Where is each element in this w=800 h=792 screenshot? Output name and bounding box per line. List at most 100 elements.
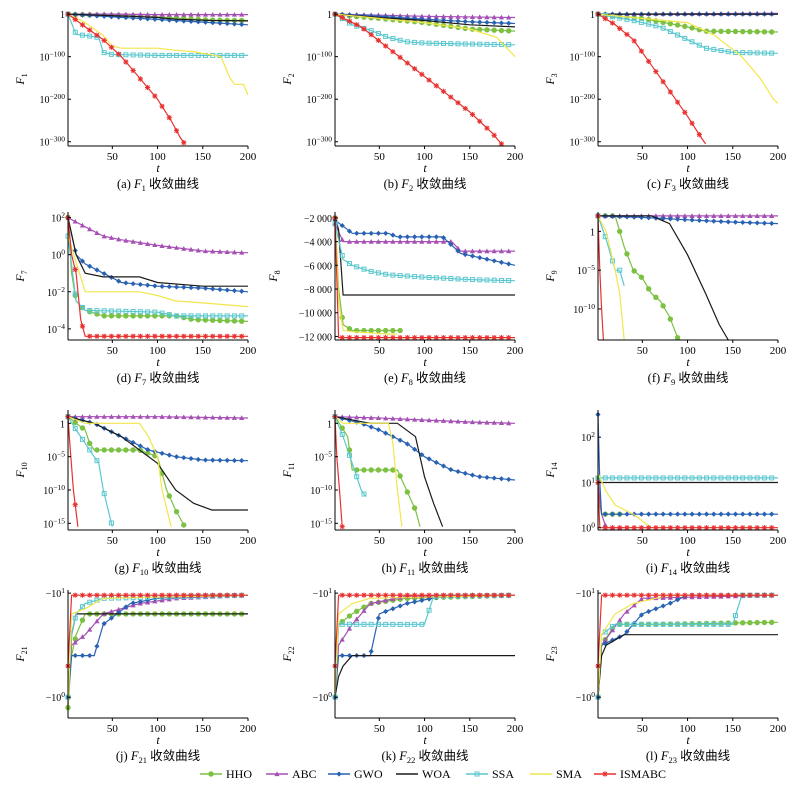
series-sma-line <box>67 13 249 96</box>
series-hho-marker <box>740 28 746 35</box>
series-abc-marker <box>361 608 367 613</box>
series-abc-marker <box>404 239 410 244</box>
y-tick-label: 10−300 <box>307 135 333 149</box>
series-gwo-marker <box>754 511 760 517</box>
legend-label: SSA <box>492 767 514 781</box>
panel-caption: (c) F3 收敛曲线 <box>647 176 730 193</box>
series-gwo-marker <box>210 20 216 26</box>
series-ismabc-marker <box>181 592 187 598</box>
series-ismabc-marker <box>231 592 238 598</box>
series-ssa-marker <box>653 475 659 481</box>
series-ssa-marker <box>696 621 702 627</box>
legend: HHO ABC GWO WOA SSA SMA ISMABC <box>200 767 666 781</box>
series-abc-marker <box>419 239 425 244</box>
series-hho-marker <box>667 20 674 27</box>
x-tick-label: 150 <box>462 535 479 547</box>
series-ssa-marker <box>339 252 345 258</box>
series-abc-marker <box>368 239 374 244</box>
x-tick-label: 50 <box>374 723 386 735</box>
series-gwo-marker <box>137 281 143 288</box>
series-ssa-marker <box>455 41 461 47</box>
series-abc-marker <box>217 11 223 17</box>
series-gwo-marker <box>660 511 666 517</box>
series-gwo-marker <box>123 436 129 442</box>
series-ismabc-marker <box>696 592 702 598</box>
series-gwo-marker <box>159 283 165 289</box>
series-ismabc-marker <box>195 592 201 598</box>
series-hho-marker <box>397 473 403 479</box>
series-ssa-marker <box>397 621 403 627</box>
series-ismabc-marker <box>682 109 688 115</box>
series-abc-marker <box>368 600 374 606</box>
series-layer <box>595 592 779 700</box>
series-abc-marker <box>152 242 158 248</box>
series-abc-marker <box>188 246 194 252</box>
series-ismabc-line <box>67 594 248 667</box>
series-ssa-marker <box>101 50 107 56</box>
x-tick-label: 200 <box>507 535 524 547</box>
y-tick-label: 10−15 <box>310 516 332 530</box>
series-abc-marker <box>108 414 115 419</box>
series-abc-marker <box>79 634 86 639</box>
series-abc-marker <box>375 599 382 604</box>
series-ismabc-marker <box>361 592 367 598</box>
series-ismabc-marker <box>195 333 201 339</box>
legend-item-woa: WOA <box>396 767 451 781</box>
series-ismabc-marker <box>404 335 410 340</box>
series-ismabc-marker <box>411 335 418 340</box>
series-abc-marker <box>217 414 223 420</box>
series-abc-marker <box>397 239 403 244</box>
series-ssa-marker <box>390 36 396 42</box>
series-abc-marker <box>72 639 78 645</box>
series-ismabc-marker <box>202 333 209 339</box>
series-gwo-marker <box>101 621 107 627</box>
series-gwo-marker <box>740 511 746 517</box>
panel-caption: (e) F8 收敛曲线 <box>384 370 467 387</box>
series-hho-marker <box>79 617 86 623</box>
series-ssa-marker <box>667 475 673 481</box>
series-hho-marker <box>761 29 768 35</box>
series-ismabc-marker <box>682 525 688 530</box>
series-woa-line <box>67 13 249 22</box>
series-ismabc-marker <box>79 592 86 598</box>
series-ssa-marker <box>188 52 194 58</box>
panel-F2: 50 100 150 200 t 1 10−100 10−200 10−300 F2 (b) F2 … <box>280 10 524 193</box>
series-ismabc-marker <box>152 592 158 598</box>
x-tick-label: 200 <box>240 151 257 163</box>
series-ismabc-line <box>597 215 604 340</box>
series-hho-marker <box>231 318 238 324</box>
series-ssa-marker <box>137 309 143 315</box>
series-ssa-marker <box>375 270 381 276</box>
series-ssa-marker <box>660 621 666 627</box>
series-abc-marker <box>667 213 673 218</box>
series-hho-marker <box>505 28 512 34</box>
y-tick-label: 10−200 <box>570 92 596 106</box>
series-ssa-marker <box>346 261 352 267</box>
y-axis-label: F21 <box>13 646 29 662</box>
series-ssa-marker <box>166 52 172 58</box>
series-abc-marker <box>195 414 201 420</box>
series-ssa-marker <box>397 37 403 43</box>
series-gwo-marker <box>638 612 645 618</box>
series-gwo-marker <box>79 652 86 659</box>
panel-F21: 50 100 150 200 t −100 −101 F21 (j) F21 收敛曲线 <box>13 586 257 765</box>
series-gwo-marker <box>426 234 432 240</box>
panel-F9: 50 100 150 200 t 1 10−5 10−10 F9 (f) F9 收敛曲线 <box>543 212 787 387</box>
series-ismabc-marker <box>137 76 143 82</box>
series-ismabc-marker <box>87 27 93 33</box>
x-tick-label: 200 <box>770 345 787 357</box>
series-ismabc-marker <box>646 525 652 530</box>
series-ismabc-marker <box>477 335 483 340</box>
y-tick-label: −101 <box>576 586 596 600</box>
panel-F1: 50 100 150 200 t 1 10−100 10−200 10−300 F1 (a) F1 … <box>13 10 257 193</box>
x-axis-label: t <box>156 355 160 369</box>
y-axis-label: F3 <box>543 73 559 85</box>
series-gwo-marker <box>469 19 476 25</box>
series-ssa-marker <box>617 621 623 627</box>
series-layer <box>332 592 516 700</box>
series-abc-marker <box>390 596 396 602</box>
series-gwo-marker <box>144 446 151 453</box>
series-gwo-marker <box>624 214 630 220</box>
series-ssa-marker <box>711 475 717 481</box>
series-abc-line <box>67 217 249 254</box>
